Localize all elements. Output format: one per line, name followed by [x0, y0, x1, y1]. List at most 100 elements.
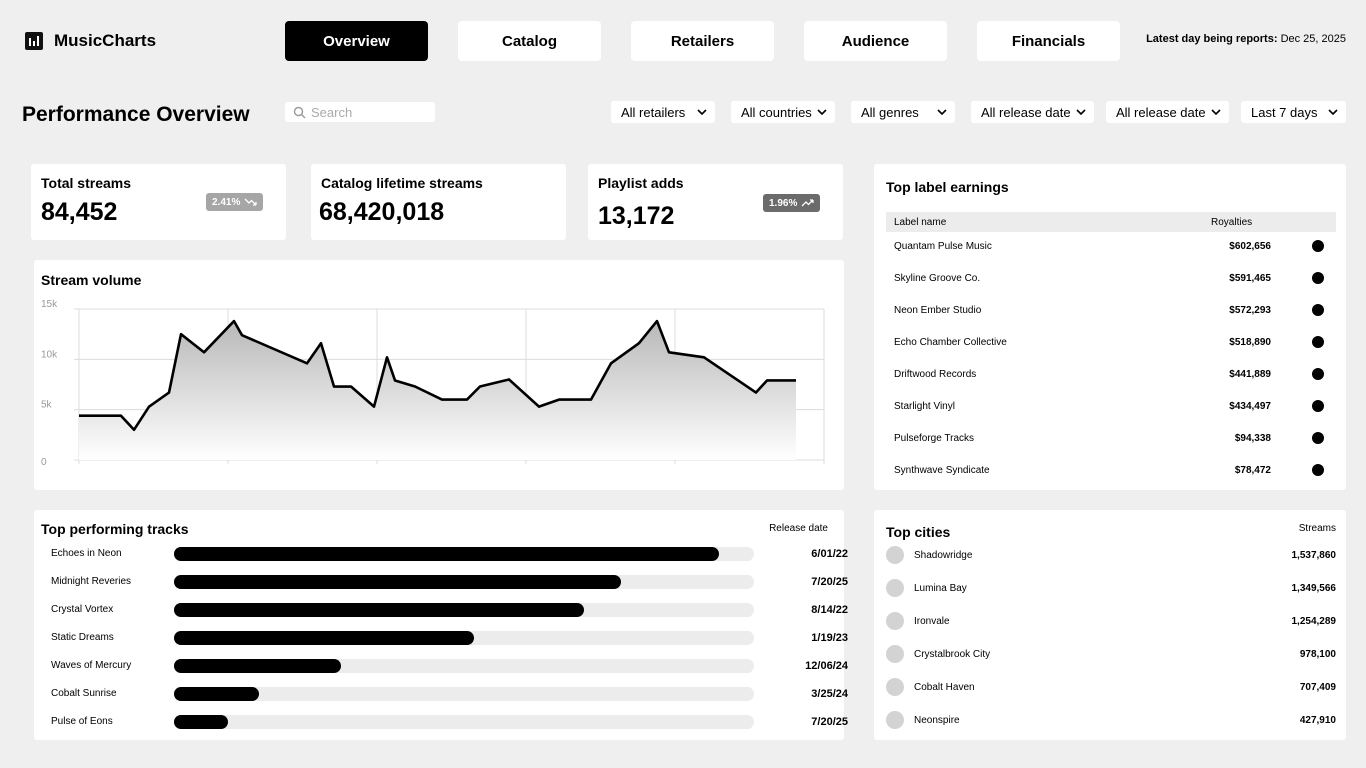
table-row[interactable]: Neon Ember Studio $572,293 [894, 300, 1324, 320]
list-item[interactable]: Lumina Bay 1,349,566 [886, 579, 1336, 599]
bar-chart-icon [25, 32, 43, 50]
table-row[interactable]: Pulseforge Tracks $94,338 [894, 428, 1324, 448]
tab-overview[interactable]: Overview [285, 21, 428, 61]
track-name: Crystal Vortex [51, 604, 114, 615]
progress-track [174, 575, 754, 589]
search-input[interactable] [311, 104, 421, 120]
column-header-label-name: Label name [894, 217, 947, 228]
y-tick-label: 0 [41, 457, 47, 468]
royalties-value: $572,293 [1229, 305, 1271, 316]
list-item[interactable]: Waves of Mercury 12/06/24 [51, 658, 848, 674]
label-name: Echo Chamber Collective [894, 337, 1007, 348]
kpi-value: 13,172 [598, 202, 675, 230]
table-row[interactable]: Skyline Groove Co. $591,465 [894, 268, 1324, 288]
table-row[interactable]: Quantam Pulse Music $602,656 [894, 236, 1324, 256]
kpi-label: Catalog lifetime streams [321, 175, 483, 191]
list-item[interactable]: Midnight Reveries 7/20/25 [51, 574, 848, 590]
filter-release-date[interactable]: All release date [971, 101, 1094, 123]
city-streams: 978,100 [1299, 649, 1336, 660]
tab-catalog[interactable]: Catalog [458, 21, 601, 61]
app-name: MusicCharts [54, 31, 157, 50]
kpi-value: 84,452 [41, 198, 118, 226]
list-item[interactable]: Neonspire 427,910 [886, 711, 1336, 731]
card-title: Top cities [886, 524, 951, 540]
filter-release-date-2[interactable]: All release date [1106, 101, 1229, 123]
column-header-royalties: Royalties [1211, 217, 1253, 228]
status-dot [1312, 304, 1324, 316]
label-name: Neon Ember Studio [894, 305, 982, 316]
city-name: Lumina Bay [914, 583, 967, 594]
kpi-total-streams: Total streams 84,452 2.41% [31, 164, 286, 240]
filter-label: Last 7 days [1251, 104, 1318, 120]
trend-badge: 1.96% [763, 194, 821, 212]
list-item[interactable]: Cobalt Sunrise 3/25/24 [51, 686, 848, 702]
city-streams: 427,910 [1299, 715, 1336, 726]
progress-fill [174, 547, 720, 561]
filter-countries[interactable]: All countries [731, 101, 835, 123]
filter-label: All genres [861, 104, 919, 120]
list-item[interactable]: Ironvale 1,254,289 [886, 612, 1336, 632]
badge-value: 2.41% [212, 196, 241, 208]
kpi-catalog-lifetime-streams: Catalog lifetime streams 68,420,018 [311, 164, 566, 240]
latest-report-label: Latest day being reports: [1146, 33, 1278, 45]
tab-audience[interactable]: Audience [804, 21, 947, 61]
y-tick-label: 10k [41, 349, 58, 360]
progress-track [174, 659, 754, 673]
y-tick-label: 5k [41, 400, 53, 411]
table-row[interactable]: Driftwood Records $441,889 [894, 364, 1324, 384]
list-item[interactable]: Echoes in Neon 6/01/22 [51, 546, 848, 562]
table-row[interactable]: Synthwave Syndicate $78,472 [894, 460, 1324, 480]
city-avatar [886, 546, 904, 564]
status-dot [1312, 336, 1324, 348]
city-avatar [886, 678, 904, 696]
city-name: Ironvale [914, 616, 950, 627]
progress-track [174, 547, 754, 561]
app-logo[interactable]: MusicCharts [25, 31, 156, 51]
filter-label: All release date [1116, 104, 1206, 120]
chevron-down-icon [937, 109, 947, 115]
city-name: Shadowridge [914, 550, 973, 561]
list-item[interactable]: Shadowridge 1,537,860 [886, 546, 1336, 566]
label-name: Driftwood Records [894, 369, 977, 380]
status-dot [1312, 368, 1324, 380]
list-item[interactable]: Pulse of Eons 7/20/25 [51, 714, 848, 730]
filter-genres[interactable]: All genres [851, 101, 955, 123]
city-avatar [886, 579, 904, 597]
list-item[interactable]: Crystalbrook City 978,100 [886, 645, 1336, 665]
filter-label: All retailers [621, 104, 686, 120]
search-box[interactable] [285, 102, 435, 122]
badge-value: 1.96% [769, 197, 798, 209]
filter-label: All countries [741, 104, 812, 120]
filter-retailers[interactable]: All retailers [611, 101, 715, 123]
table-row[interactable]: Echo Chamber Collective $518,890 [894, 332, 1324, 352]
table-header: Label name Royalties [886, 212, 1336, 232]
kpi-label: Total streams [41, 175, 131, 191]
label-name: Starlight Vinyl [894, 401, 955, 412]
tab-retailers[interactable]: Retailers [631, 21, 774, 61]
label-name: Synthwave Syndicate [894, 465, 990, 476]
city-avatar [886, 711, 904, 729]
city-name: Crystalbrook City [914, 649, 991, 660]
track-name: Echoes in Neon [51, 548, 122, 559]
track-name: Waves of Mercury [51, 660, 132, 671]
tab-financials[interactable]: Financials [977, 21, 1120, 61]
royalties-value: $602,656 [1229, 241, 1271, 252]
stream-volume-card: Stream volume 0 5k 10k 15k [34, 260, 844, 490]
list-item[interactable]: Cobalt Haven 707,409 [886, 678, 1336, 698]
royalties-value: $78,472 [1234, 465, 1271, 476]
status-dot [1312, 272, 1324, 284]
release-date: 3/25/24 [811, 688, 848, 700]
royalties-value: $518,890 [1229, 337, 1271, 348]
release-date: 12/06/24 [805, 660, 848, 672]
latest-report: Latest day being reports: Dec 25, 2025 [1146, 33, 1346, 45]
release-date: 6/01/22 [811, 548, 848, 560]
list-item[interactable]: Crystal Vortex 8/14/22 [51, 602, 848, 618]
city-streams: 707,409 [1299, 682, 1336, 693]
list-item[interactable]: Static Dreams 1/19/23 [51, 630, 848, 646]
progress-fill [174, 603, 585, 617]
table-row[interactable]: Starlight Vinyl $434,497 [894, 396, 1324, 416]
city-name: Cobalt Haven [914, 682, 975, 693]
filter-time-range[interactable]: Last 7 days [1241, 101, 1346, 123]
page-title: Performance Overview [22, 103, 250, 126]
progress-fill [174, 631, 474, 645]
